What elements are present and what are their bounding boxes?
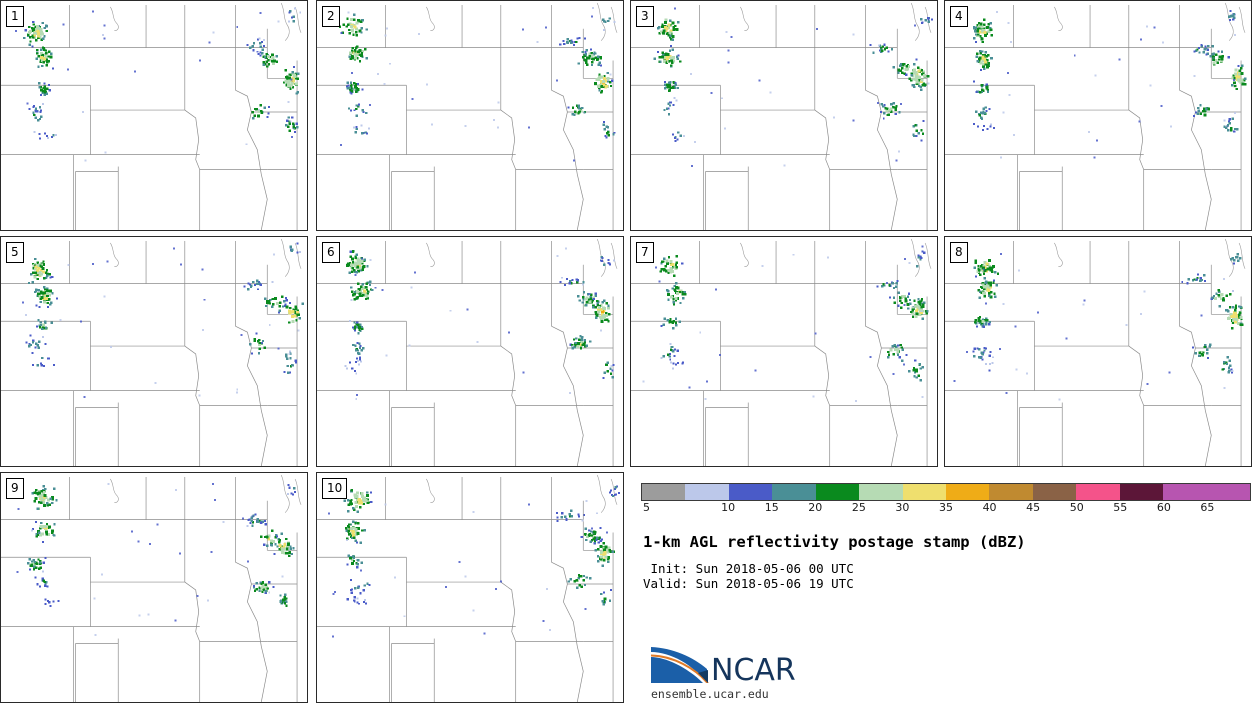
colorbar-segment — [1076, 484, 1120, 500]
colorbar-segment — [989, 484, 1033, 500]
colorbar-tick-label: 45 — [1026, 501, 1041, 514]
colorbar-tick-label: 35 — [939, 501, 953, 514]
panel-number-label: 4 — [950, 6, 968, 27]
map-panel[interactable]: 7 — [630, 236, 938, 467]
ncar-logo-mark: NCAR — [651, 647, 796, 685]
figure-time-metadata: Init: Sun 2018-05-06 00 UTC Valid: Sun 2… — [643, 561, 854, 591]
map-panel[interactable]: 10 — [316, 472, 624, 703]
panel-number-label: 9 — [6, 478, 24, 499]
colorbar-segment — [642, 484, 686, 500]
colorbar-tick-labels: 5 10 15 20 25 30 35 40 45 50 55 60 65 — [641, 501, 1251, 517]
colorbar-tick-label: 15 — [764, 501, 779, 514]
colorbar-tick-label: 5 — [643, 501, 650, 514]
panel-number-label: 8 — [950, 242, 968, 263]
panel-number-label: 10 — [322, 478, 348, 499]
map-panel[interactable]: 3 — [630, 0, 938, 231]
map-canvas — [945, 238, 1246, 466]
colorbar-segment — [1163, 484, 1207, 500]
ncar-wordmark-text: NCAR — [711, 653, 796, 685]
ncar-logo[interactable]: NCAR — [651, 643, 796, 685]
ncar-logo-url[interactable]: ensemble.ucar.edu — [651, 687, 769, 701]
map-canvas — [317, 2, 618, 230]
map-panel[interactable]: 9 — [0, 472, 308, 703]
colorbar-segment — [815, 484, 860, 500]
colorbar-tick-label: 65 — [1200, 501, 1215, 514]
colorbar-tick-label: 30 — [895, 501, 910, 514]
map-canvas — [317, 238, 618, 466]
map-canvas — [317, 474, 621, 702]
colorbar-segment — [685, 484, 729, 500]
colorbar-segment — [859, 484, 903, 500]
map-panel[interactable]: 4 — [944, 0, 1252, 231]
map-panel[interactable]: 1 — [0, 0, 308, 231]
figure-title: 1-km AGL reflectivity postage stamp (dBZ… — [643, 533, 1026, 551]
colorbar-segment — [1119, 484, 1164, 500]
map-canvas — [1, 238, 304, 466]
map-canvas — [945, 2, 1247, 230]
map-panel[interactable]: 2 — [316, 0, 624, 231]
map-panel[interactable]: 6 — [316, 236, 624, 467]
colorbar-tick-label: 20 — [808, 501, 823, 514]
colorbar-tick-label: 55 — [1113, 501, 1128, 514]
map-canvas — [1, 2, 302, 230]
colorbar-tick-label: 40 — [982, 501, 997, 514]
colorbar-segment — [945, 484, 990, 500]
colorbar-tick-label: 60 — [1156, 501, 1171, 514]
colorbar-tick-label: 50 — [1069, 501, 1084, 514]
colorbar-segment — [1206, 484, 1250, 500]
map-canvas — [1, 474, 302, 702]
map-panel[interactable]: 8 — [944, 236, 1252, 467]
panel-number-label: 6 — [322, 242, 340, 263]
map-canvas — [631, 2, 934, 230]
colorbar-segment — [902, 484, 946, 500]
colorbar-tick-label: 10 — [721, 501, 736, 514]
colorbar-segment — [1032, 484, 1077, 500]
colorbar-tick-label: 25 — [851, 501, 866, 514]
panel-number-label: 7 — [636, 242, 654, 263]
panel-number-label: 2 — [322, 6, 340, 27]
colorbar-segment — [772, 484, 816, 500]
map-canvas — [631, 238, 932, 466]
panel-number-label: 3 — [636, 6, 654, 27]
panel-number-label: 1 — [6, 6, 24, 27]
map-panel[interactable]: 5 — [0, 236, 308, 467]
panel-number-label: 5 — [6, 242, 24, 263]
colorbar-segment — [728, 484, 773, 500]
reflectivity-colorbar — [641, 483, 1251, 501]
